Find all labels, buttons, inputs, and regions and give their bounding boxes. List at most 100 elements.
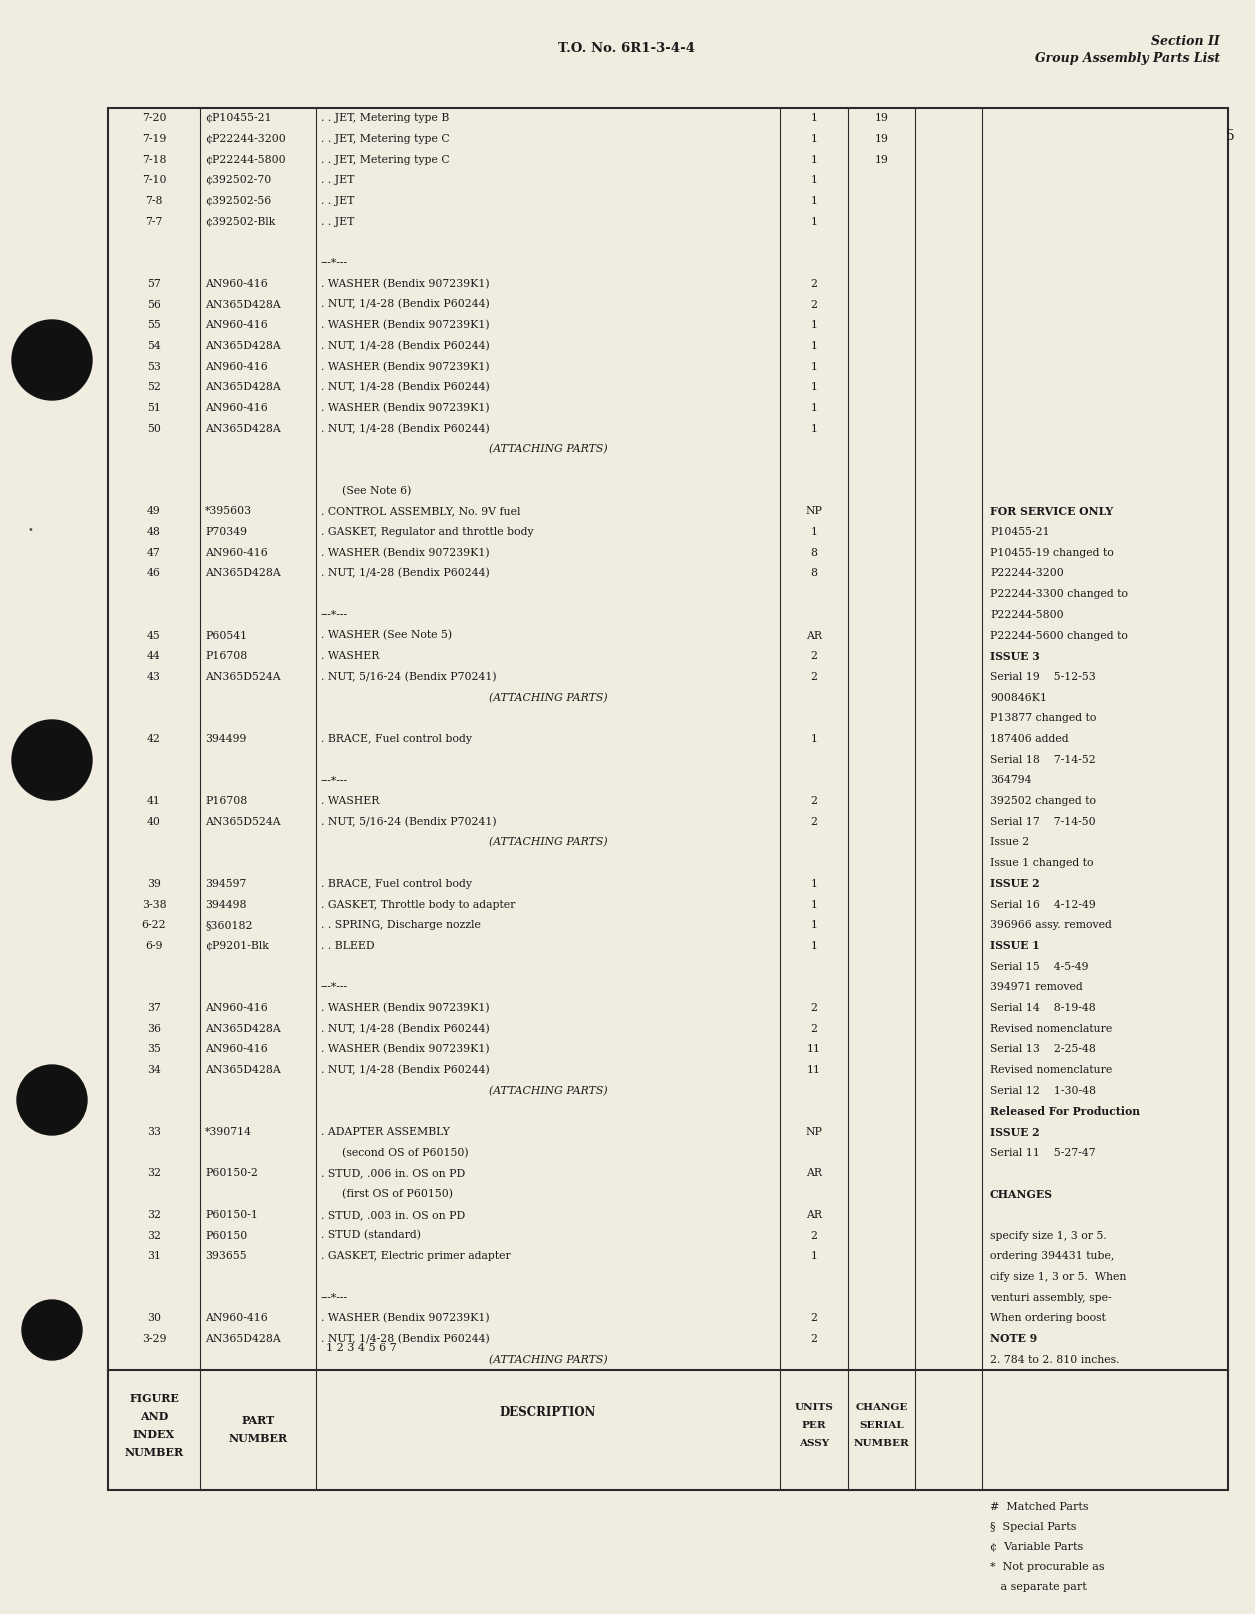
- Text: . . JET, Metering type B: . . JET, Metering type B: [321, 113, 449, 123]
- Text: (ATTACHING PARTS): (ATTACHING PARTS): [488, 444, 607, 455]
- Text: . . SPRING, Discharge nozzle: . . SPRING, Discharge nozzle: [321, 920, 481, 930]
- Text: 11: 11: [807, 1044, 821, 1054]
- Text: Serial 12    1-30-48: Serial 12 1-30-48: [990, 1086, 1096, 1096]
- Text: . NUT, 5/16-24 (Bendix P70241): . NUT, 5/16-24 (Bendix P70241): [321, 671, 497, 683]
- Text: ¢P10455-21: ¢P10455-21: [205, 113, 271, 123]
- Text: P22244-5600 changed to: P22244-5600 changed to: [990, 631, 1128, 641]
- Text: AN365D428A: AN365D428A: [205, 423, 281, 434]
- Text: 7-7: 7-7: [146, 216, 163, 228]
- Text: (ATTACHING PARTS): (ATTACHING PARTS): [488, 692, 607, 702]
- Text: 1: 1: [811, 383, 817, 392]
- Text: Serial 14    8-19-48: Serial 14 8-19-48: [990, 1002, 1096, 1014]
- Text: 2: 2: [811, 300, 817, 310]
- Text: . . JET: . . JET: [321, 176, 354, 186]
- Text: 53: 53: [147, 362, 161, 371]
- Text: 3-38: 3-38: [142, 899, 167, 910]
- Text: 43: 43: [147, 671, 161, 683]
- Text: 2: 2: [811, 796, 817, 805]
- Text: AN365D428A: AN365D428A: [205, 1023, 281, 1033]
- Text: 45: 45: [147, 631, 161, 641]
- Text: AN365D428A: AN365D428A: [205, 383, 281, 392]
- Text: Revised nomenclature: Revised nomenclature: [990, 1065, 1112, 1075]
- Text: 37: 37: [147, 1002, 161, 1014]
- Text: 394499: 394499: [205, 734, 246, 744]
- Text: ¢392502-56: ¢392502-56: [205, 195, 271, 207]
- Text: ¢P9201-Blk: ¢P9201-Blk: [205, 941, 269, 951]
- Text: . NUT, 5/16-24 (Bendix P70241): . NUT, 5/16-24 (Bendix P70241): [321, 817, 497, 826]
- Text: 187406 added: 187406 added: [990, 734, 1068, 744]
- Text: a separate part: a separate part: [990, 1582, 1087, 1591]
- Text: 2: 2: [811, 1314, 817, 1323]
- Text: AN960-416: AN960-416: [205, 1044, 267, 1054]
- Text: Group Assembly Parts List: Group Assembly Parts List: [1035, 52, 1220, 65]
- Text: . GASKET, Electric primer adapter: . GASKET, Electric primer adapter: [321, 1251, 511, 1261]
- Text: 8: 8: [811, 547, 817, 558]
- Text: 394597: 394597: [205, 878, 246, 889]
- Text: NUMBER: NUMBER: [124, 1446, 183, 1457]
- Text: (second OS of P60150): (second OS of P60150): [321, 1148, 468, 1157]
- Text: 7-19: 7-19: [142, 134, 166, 144]
- Text: *395603: *395603: [205, 507, 252, 516]
- Text: P16708: P16708: [205, 796, 247, 805]
- Text: . NUT, 1/4-28 (Bendix P60244): . NUT, 1/4-28 (Bendix P60244): [321, 1333, 489, 1344]
- Text: . ADAPTER ASSEMBLY: . ADAPTER ASSEMBLY: [321, 1127, 449, 1138]
- Text: . . JET: . . JET: [321, 216, 354, 228]
- Text: 11: 11: [807, 1065, 821, 1075]
- Text: ---*---: ---*---: [321, 1293, 348, 1302]
- Text: (first OS of P60150): (first OS of P60150): [321, 1190, 453, 1199]
- Text: 2: 2: [811, 671, 817, 683]
- Text: AN960-416: AN960-416: [205, 320, 267, 331]
- Text: . STUD, .003 in. OS on PD: . STUD, .003 in. OS on PD: [321, 1210, 466, 1220]
- Text: . GASKET, Throttle body to adapter: . GASKET, Throttle body to adapter: [321, 899, 516, 910]
- Text: 2: 2: [811, 650, 817, 662]
- Text: . WASHER (See Note 5): . WASHER (See Note 5): [321, 631, 452, 641]
- Text: . CONTROL ASSEMBLY, No. 9V fuel: . CONTROL ASSEMBLY, No. 9V fuel: [321, 507, 521, 516]
- Text: ---*---: ---*---: [321, 258, 348, 268]
- Text: AN365D428A: AN365D428A: [205, 341, 281, 350]
- Text: 1: 1: [811, 1251, 817, 1261]
- Text: 54: 54: [147, 341, 161, 350]
- Text: 50: 50: [147, 423, 161, 434]
- Text: DESCRIPTION: DESCRIPTION: [499, 1406, 596, 1419]
- Text: 41: 41: [147, 796, 161, 805]
- Text: CHANGE: CHANGE: [856, 1404, 907, 1412]
- Text: . WASHER: . WASHER: [321, 796, 379, 805]
- Text: . WASHER (Bendix 907239K1): . WASHER (Bendix 907239K1): [321, 404, 489, 413]
- Text: . . BLEED: . . BLEED: [321, 941, 375, 951]
- Text: . WASHER (Bendix 907239K1): . WASHER (Bendix 907239K1): [321, 1044, 489, 1054]
- Text: . . JET: . . JET: [321, 195, 354, 207]
- Text: . NUT, 1/4-28 (Bendix P60244): . NUT, 1/4-28 (Bendix P60244): [321, 1023, 489, 1035]
- Text: 56: 56: [147, 300, 161, 310]
- Text: cify size 1, 3 or 5.  When: cify size 1, 3 or 5. When: [990, 1272, 1127, 1282]
- Text: AN365D524A: AN365D524A: [205, 671, 281, 683]
- Text: AN960-416: AN960-416: [205, 547, 267, 558]
- Text: AN365D428A: AN365D428A: [205, 1333, 281, 1344]
- Text: (ATTACHING PARTS): (ATTACHING PARTS): [488, 1086, 607, 1096]
- Text: (See Note 6): (See Note 6): [321, 486, 412, 495]
- Text: AN960-416: AN960-416: [205, 1314, 267, 1323]
- Text: UNITS: UNITS: [794, 1404, 833, 1412]
- Text: 36: 36: [147, 1023, 161, 1033]
- Text: AN960-416: AN960-416: [205, 362, 267, 371]
- Text: 47: 47: [147, 547, 161, 558]
- Text: P22244-3200: P22244-3200: [990, 568, 1064, 578]
- Text: 40: 40: [147, 817, 161, 826]
- Text: 900846K1: 900846K1: [990, 692, 1047, 702]
- Text: 7-20: 7-20: [142, 113, 166, 123]
- Circle shape: [18, 1065, 87, 1135]
- Text: T.O. No. 6R1-3-4-4: T.O. No. 6R1-3-4-4: [558, 42, 695, 55]
- Text: CHANGES: CHANGES: [990, 1188, 1053, 1199]
- Text: ISSUE 2: ISSUE 2: [990, 1127, 1039, 1138]
- Text: 394498: 394498: [205, 899, 246, 910]
- Text: 1: 1: [811, 113, 817, 123]
- Text: FIGURE: FIGURE: [129, 1393, 179, 1404]
- Text: 2: 2: [811, 1002, 817, 1014]
- Text: 1: 1: [811, 216, 817, 228]
- Text: §360182: §360182: [205, 920, 252, 930]
- Text: 34: 34: [147, 1065, 161, 1075]
- Text: 1: 1: [811, 878, 817, 889]
- Text: P60150-1: P60150-1: [205, 1210, 257, 1220]
- Text: 7-18: 7-18: [142, 155, 166, 165]
- Text: AR: AR: [806, 631, 822, 641]
- Text: 1: 1: [811, 920, 817, 930]
